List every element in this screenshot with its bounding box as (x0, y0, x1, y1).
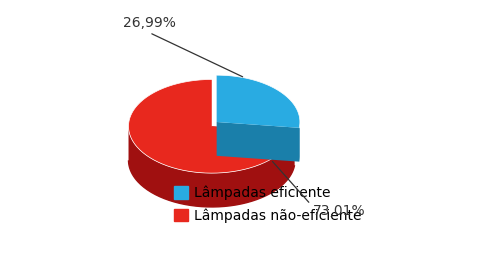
Text: 26,99%: 26,99% (123, 16, 176, 31)
Polygon shape (128, 127, 295, 207)
Polygon shape (212, 126, 295, 166)
Polygon shape (217, 75, 300, 128)
Legend: Lâmpadas eficiente, Lâmpadas não-eficiente: Lâmpadas eficiente, Lâmpadas não-eficien… (170, 181, 366, 227)
Polygon shape (217, 122, 299, 162)
Polygon shape (128, 79, 295, 173)
Polygon shape (299, 122, 300, 162)
Text: 73,01%: 73,01% (313, 204, 366, 218)
